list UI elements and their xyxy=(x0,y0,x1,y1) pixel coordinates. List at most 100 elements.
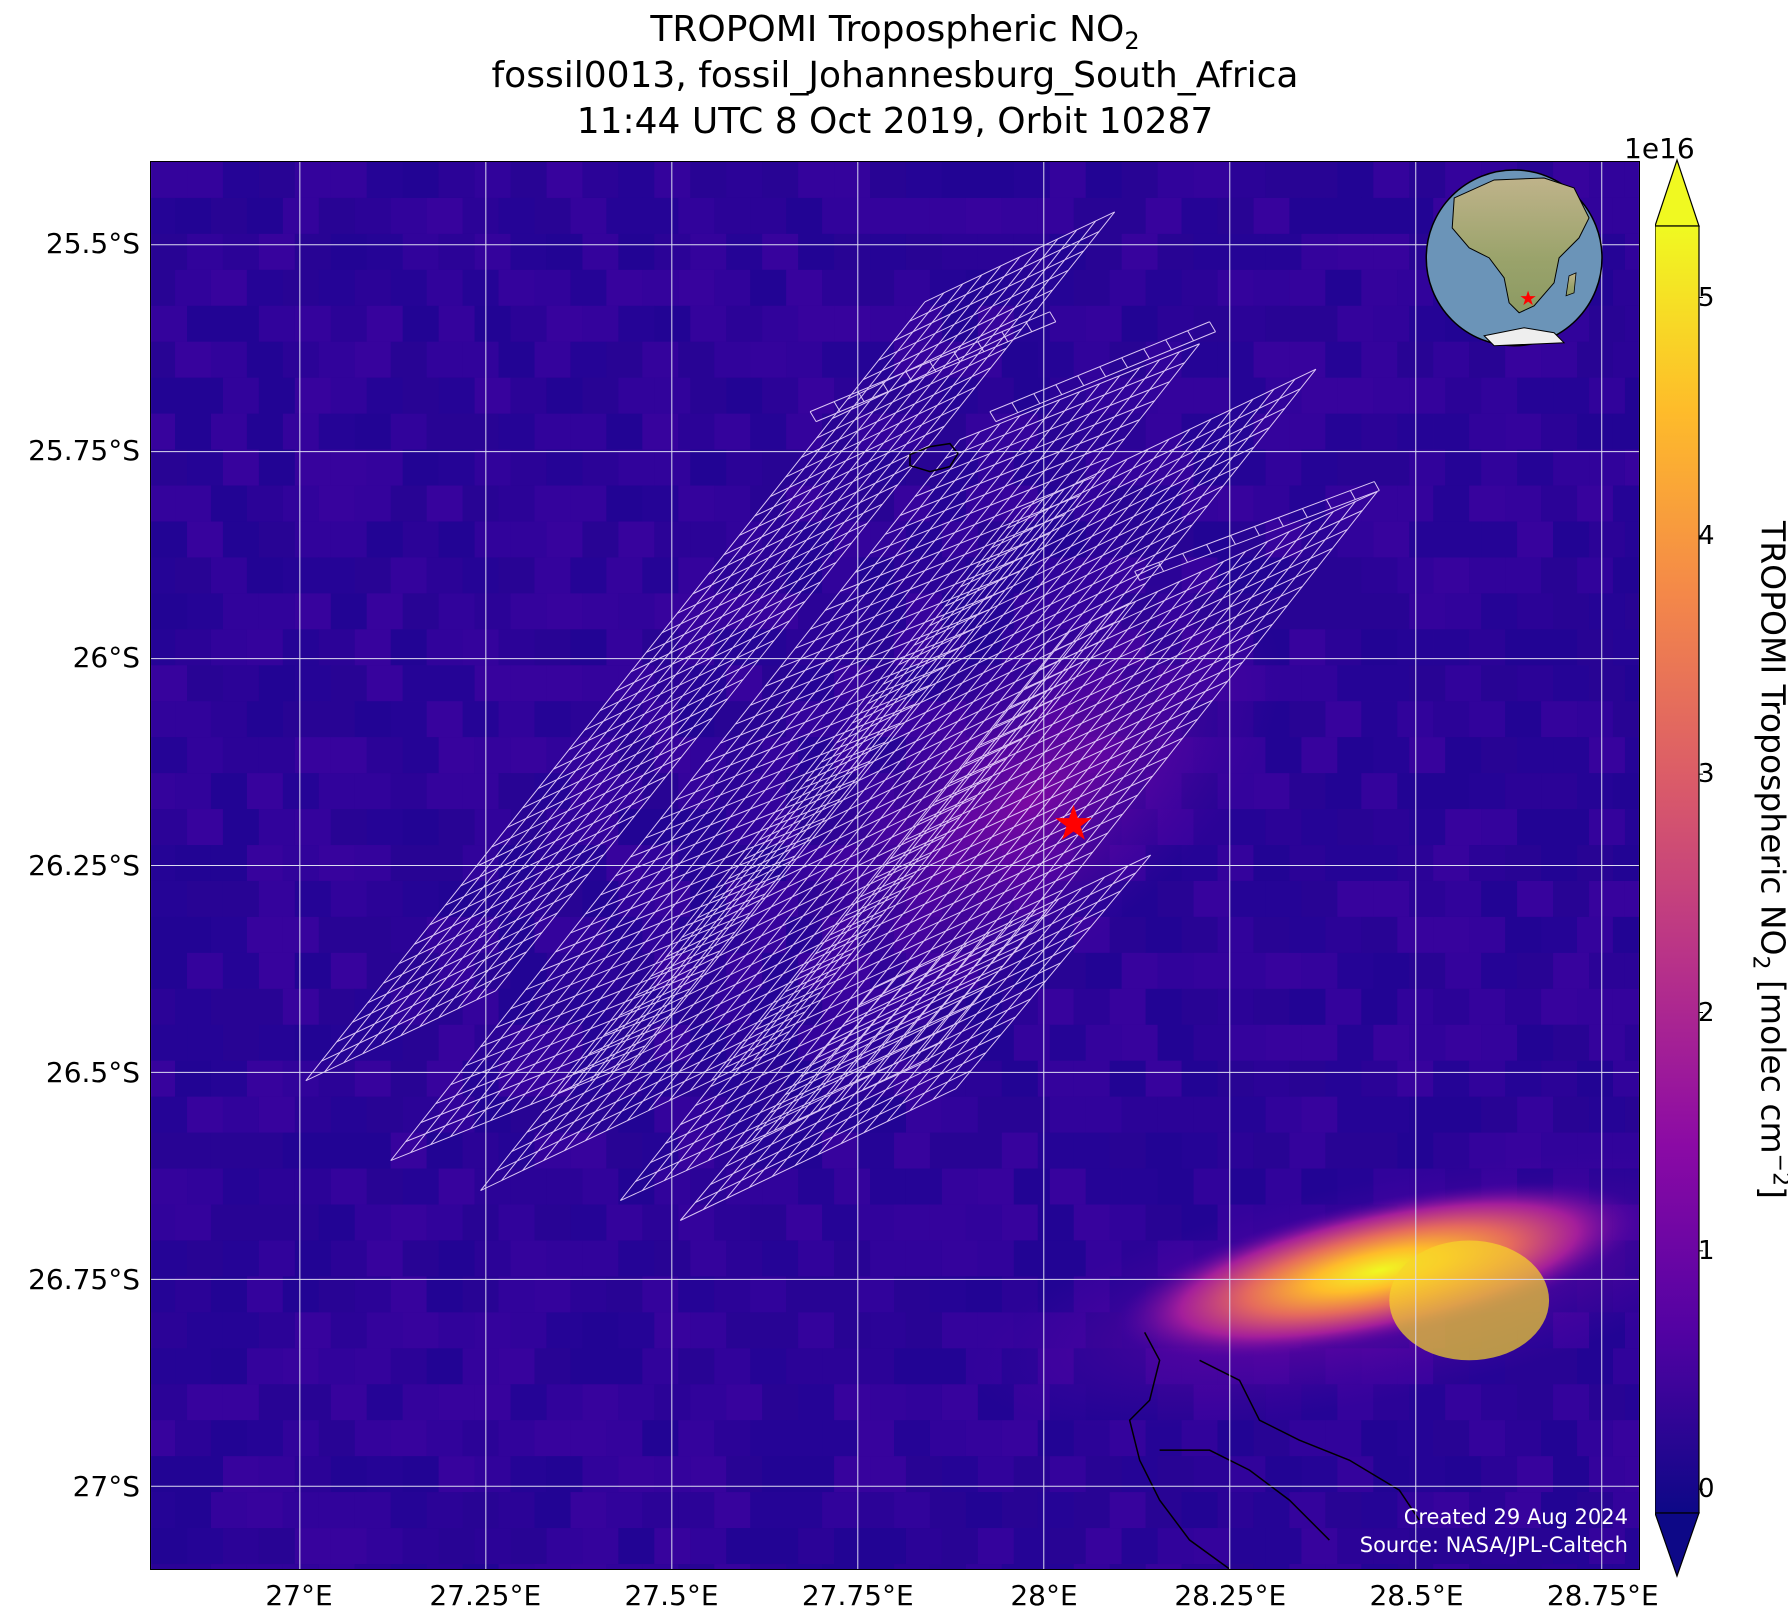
no2-pixel xyxy=(762,1384,799,1421)
no2-pixel xyxy=(690,1312,727,1349)
no2-pixel xyxy=(870,1240,906,1277)
title-line-2: fossil0013, fossil_Johannesburg_South_Af… xyxy=(491,55,1299,96)
no2-pixel xyxy=(282,1276,319,1313)
no2-pixel xyxy=(1145,1132,1182,1169)
no2-pixel xyxy=(678,341,715,378)
no2-pixel xyxy=(210,916,247,953)
no2-pixel xyxy=(175,773,211,810)
no2-pixel xyxy=(1577,1420,1613,1457)
no2-pixel xyxy=(1325,269,1362,306)
no2-pixel xyxy=(1217,988,1254,1025)
no2-pixel xyxy=(390,629,427,666)
no2-pixel xyxy=(1181,1060,1218,1097)
no2-pixel xyxy=(498,1204,535,1241)
map-panel[interactable]: ★ ★ xyxy=(150,161,1640,1570)
no2-pixel xyxy=(246,629,283,666)
no2-pixel xyxy=(510,1168,547,1205)
no2-pixel xyxy=(510,1528,547,1565)
no2-pixel xyxy=(1085,1168,1122,1205)
no2-pixel xyxy=(1505,845,1542,881)
no2-pixel xyxy=(294,377,331,414)
no2-pixel xyxy=(1073,197,1110,234)
no2-pixel xyxy=(894,269,930,306)
no2-pixel xyxy=(570,773,607,810)
no2-pixel xyxy=(151,880,188,917)
no2-pixel xyxy=(1612,413,1639,450)
no2-pixel xyxy=(1073,557,1110,594)
no2-pixel xyxy=(151,665,188,702)
no2-pixel xyxy=(798,593,835,630)
no2-pixel xyxy=(1612,1492,1639,1529)
lon-tick-label: 28.5°E xyxy=(1369,1579,1464,1612)
no2-pixel xyxy=(534,1420,571,1457)
no2-pixel xyxy=(690,162,727,198)
no2-pixel xyxy=(570,269,607,306)
no2-pixel xyxy=(318,1276,355,1313)
no2-pixel xyxy=(905,162,942,198)
no2-pixel xyxy=(929,1564,966,1569)
no2-pixel xyxy=(690,233,727,270)
no2-pixel xyxy=(750,413,787,450)
no2-pixel xyxy=(318,413,355,450)
no2-pixel xyxy=(1517,1384,1554,1421)
no2-pixel xyxy=(1433,916,1470,953)
no2-pixel xyxy=(1229,1024,1266,1061)
no2-pixel xyxy=(546,377,583,414)
no2-pixel xyxy=(1541,1492,1578,1529)
no2-pixel xyxy=(1289,773,1326,810)
no2-pixel xyxy=(1325,629,1362,666)
no2-pixel xyxy=(151,233,188,270)
no2-pixel xyxy=(330,1096,367,1133)
no2-pixel xyxy=(894,197,930,234)
no2-pixel xyxy=(294,809,331,846)
no2-pixel xyxy=(1553,1024,1590,1061)
no2-pixel xyxy=(1337,377,1374,414)
no2-pixel xyxy=(1037,1492,1074,1529)
no2-pixel xyxy=(1433,988,1470,1025)
no2-pixel xyxy=(1373,305,1410,342)
no2-pixel xyxy=(402,809,439,846)
no2-pixel xyxy=(282,413,319,450)
no2-pixel xyxy=(1325,557,1362,594)
no2-pixel xyxy=(474,1384,511,1421)
no2-pixel xyxy=(1517,665,1554,702)
no2-pixel xyxy=(258,665,295,702)
no2-pixel xyxy=(762,1528,799,1565)
no2-pixel xyxy=(498,197,535,234)
no2-pixel xyxy=(1612,341,1639,378)
no2-pixel xyxy=(690,377,727,414)
no2-pixel xyxy=(1481,737,1518,774)
no2-pixel xyxy=(618,449,655,486)
no2-pixel xyxy=(151,557,176,594)
no2-pixel xyxy=(1073,1204,1110,1241)
no2-pixel xyxy=(462,197,499,234)
no2-pixel xyxy=(222,521,259,558)
no2-pixel xyxy=(534,1204,571,1241)
no2-pixel xyxy=(258,162,295,198)
no2-pixel xyxy=(1001,341,1038,378)
no2-pixel xyxy=(510,593,547,630)
no2-pixel xyxy=(546,162,583,198)
no2-pixel xyxy=(426,269,463,306)
no2-pixel xyxy=(1301,880,1338,917)
no2-pixel xyxy=(714,413,751,450)
no2-pixel xyxy=(1193,377,1230,414)
no2-pixel xyxy=(498,629,535,666)
no2-pixel xyxy=(1612,1564,1639,1569)
lon-tick-label: 28°E xyxy=(1010,1579,1078,1612)
no2-pixel xyxy=(282,629,319,666)
no2-pixel xyxy=(402,521,439,558)
no2-pixel xyxy=(151,1168,188,1205)
no2-pixel xyxy=(390,557,427,594)
no2-pixel xyxy=(822,197,859,234)
no2-pixel xyxy=(187,1240,223,1277)
no2-pixel xyxy=(426,485,463,522)
no2-pixel xyxy=(1505,413,1542,450)
no2-pixel xyxy=(1577,916,1613,953)
star-icon[interactable]: ★ xyxy=(1052,797,1095,852)
colorbar-tick-label: 0 xyxy=(1698,1474,1715,1505)
no2-pixel xyxy=(366,1384,403,1421)
no2-pixel xyxy=(1541,557,1578,594)
no2-pixel xyxy=(210,557,247,594)
no2-pixel xyxy=(1445,1384,1482,1421)
